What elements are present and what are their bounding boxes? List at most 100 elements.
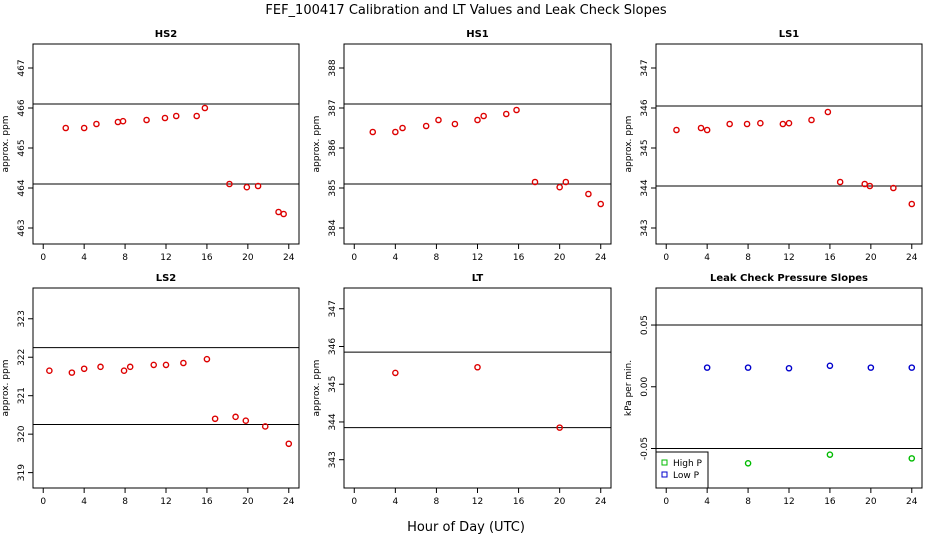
panel-title: HS1 bbox=[466, 29, 489, 40]
y-tick-label: 464 bbox=[17, 179, 27, 196]
y-tick-label: 466 bbox=[17, 99, 27, 116]
legend-marker bbox=[661, 459, 668, 466]
data-point bbox=[824, 108, 832, 116]
x-tick-label: 16 bbox=[513, 497, 525, 507]
data-point bbox=[280, 210, 287, 218]
data-point bbox=[562, 178, 570, 186]
y-tick-label: 385 bbox=[328, 179, 338, 196]
x-tick-label: 0 bbox=[351, 253, 357, 263]
series-low-p bbox=[703, 362, 916, 372]
data-point bbox=[193, 112, 200, 120]
x-tick-label: 20 bbox=[865, 253, 877, 263]
data-point bbox=[119, 117, 127, 125]
data-point bbox=[80, 124, 88, 132]
data-point bbox=[867, 364, 875, 371]
series-high-p bbox=[744, 451, 916, 467]
data-point bbox=[120, 367, 128, 374]
panel-title: Leak Check Pressure Slopes bbox=[710, 273, 868, 284]
legend-label: High P bbox=[673, 459, 703, 469]
data-point bbox=[93, 120, 100, 128]
y-tick-label: 323 bbox=[17, 310, 27, 327]
data-point bbox=[226, 180, 233, 188]
y-tick-label: 388 bbox=[328, 59, 338, 76]
x-tick-label: 16 bbox=[201, 253, 213, 263]
data-point bbox=[474, 116, 481, 124]
panel-leak-check-pressure-slopes: Leak Check Pressure Slopes kPa per min. 0 4… bbox=[624, 273, 923, 507]
x-tick-label: 12 bbox=[783, 497, 794, 507]
y-tick-label: 467 bbox=[17, 59, 27, 76]
x-tick-label: 24 bbox=[906, 253, 918, 263]
x-tick-label: 24 bbox=[906, 497, 918, 507]
data-point bbox=[369, 128, 377, 136]
data-point bbox=[908, 455, 916, 462]
x-tick-label: 24 bbox=[283, 253, 295, 263]
data-point bbox=[203, 355, 211, 363]
y-tick-label: 321 bbox=[17, 387, 27, 404]
data-point bbox=[703, 126, 711, 134]
data-point bbox=[480, 112, 487, 120]
data-point bbox=[836, 178, 844, 186]
x-tick-label: 12 bbox=[472, 253, 483, 263]
data-point bbox=[180, 359, 187, 367]
x-tick-label: 0 bbox=[351, 497, 357, 507]
data-point bbox=[531, 178, 539, 186]
data-point bbox=[808, 116, 815, 124]
data-point bbox=[673, 126, 680, 134]
y-tick-label: 343 bbox=[640, 219, 650, 236]
panel-ls1: LS1 approx. ppm 0 4 8 12 16 20 24 343 344 345 346 347 bbox=[624, 29, 923, 263]
data-point bbox=[785, 364, 793, 372]
data-point bbox=[703, 364, 711, 371]
y-tick-label: 386 bbox=[328, 139, 338, 156]
y-tick-label: 465 bbox=[17, 139, 27, 156]
data-point bbox=[585, 190, 592, 198]
y-tick-label: 346 bbox=[328, 338, 338, 355]
data-point bbox=[80, 365, 88, 373]
x-tick-label: 12 bbox=[783, 253, 794, 263]
figure-x-axis-label: Hour of Day (UTC) bbox=[407, 520, 525, 535]
panel-hs2: HS2 approx. ppm 0 4 8 12 16 20 24 463 464 465 466 467 bbox=[1, 29, 300, 263]
x-tick-label: 8 bbox=[434, 253, 440, 263]
y-tick-label: 463 bbox=[17, 219, 27, 236]
data-point bbox=[161, 114, 169, 122]
y-tick-label: 384 bbox=[328, 219, 338, 236]
data-point bbox=[757, 119, 764, 127]
y-tick-label: 0.05 bbox=[640, 315, 650, 335]
legend-box bbox=[655, 451, 709, 489]
data-point bbox=[744, 460, 752, 467]
panel-title: LS2 bbox=[156, 273, 177, 284]
y-tick-label: 345 bbox=[328, 376, 338, 393]
data-point bbox=[46, 367, 53, 374]
data-point bbox=[890, 184, 897, 192]
panel-ls2: LS2 approx. ppm 0 4 8 12 16 20 24 319 320 321 322 323 bbox=[1, 273, 300, 507]
x-tick-label: 8 bbox=[745, 497, 751, 507]
series-0 bbox=[369, 106, 605, 208]
x-tick-label: 0 bbox=[40, 253, 46, 263]
x-tick-label: 8 bbox=[122, 253, 128, 263]
data-point bbox=[172, 112, 180, 120]
x-tick-label: 20 bbox=[242, 497, 254, 507]
x-tick-label: 12 bbox=[160, 253, 171, 263]
x-tick-label: 4 bbox=[81, 497, 87, 507]
x-tick-label: 8 bbox=[122, 497, 128, 507]
data-point bbox=[232, 413, 239, 421]
data-point bbox=[502, 110, 510, 118]
y-axis-label: kPa per min. bbox=[624, 360, 634, 416]
panel-title: HS2 bbox=[155, 29, 178, 40]
data-point bbox=[779, 120, 787, 128]
data-point bbox=[126, 363, 134, 371]
y-axis-label: approx. ppm bbox=[1, 116, 11, 173]
x-tick-label: 20 bbox=[865, 497, 877, 507]
figure-title: FEF_100417 Calibration and LT Values and… bbox=[265, 3, 666, 18]
y-tick-label: 320 bbox=[17, 425, 27, 442]
panel-hs1: HS1 approx. ppm 0 4 8 12 16 20 24 384 385 386 387 388 bbox=[312, 29, 612, 263]
x-tick-label: 8 bbox=[745, 253, 751, 263]
y-tick-label: 344 bbox=[640, 179, 650, 196]
data-point bbox=[150, 361, 158, 369]
y-tick-label: 319 bbox=[17, 464, 27, 481]
x-tick-label: 16 bbox=[201, 497, 213, 507]
y-tick-label: 322 bbox=[17, 349, 27, 366]
x-tick-label: 16 bbox=[824, 253, 836, 263]
y-tick-label: 343 bbox=[328, 451, 338, 468]
data-point bbox=[242, 417, 250, 424]
